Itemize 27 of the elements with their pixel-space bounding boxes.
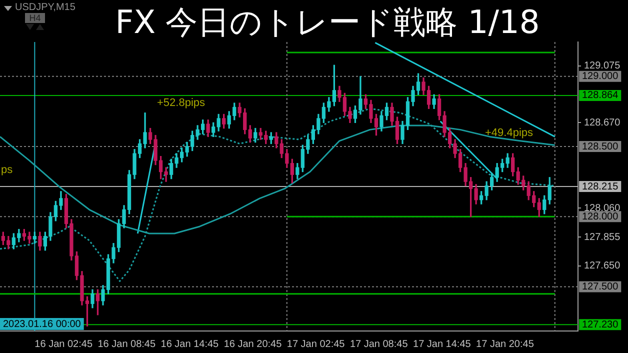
- chart-title: FX 今日のトレード戦略 1/18: [115, 3, 540, 41]
- ref-line-label: 128.000: [582, 211, 619, 222]
- x-tick-label: 17 Jan 14:45: [412, 338, 472, 350]
- ref-line-label: 128.215: [582, 181, 619, 192]
- x-tick-label: 17 Jan 20:45: [476, 338, 534, 350]
- y-tick-label: 128.670: [584, 117, 621, 128]
- ref-line-label: 2023.01.16 00:00: [3, 318, 82, 330]
- ref-line-label: 128.864: [582, 90, 619, 102]
- x-tick-label: 16 Jan 14:45: [160, 338, 220, 350]
- x-tick-label: 17 Jan 02:45: [286, 338, 346, 350]
- chart-subtitle: USDJPY,M15: [15, 2, 76, 13]
- x-tick-label: 16 Jan 20:45: [224, 338, 282, 350]
- annotation: +52.8pips: [157, 97, 206, 110]
- annotation: +49.4pips: [485, 127, 534, 140]
- y-tick-label: 127.855: [584, 232, 621, 243]
- ref-line-label: 127.500: [582, 282, 619, 293]
- x-tick-label: 17 Jan 08:45: [350, 338, 408, 350]
- annotation: ps: [1, 164, 14, 176]
- ref-line-label: 129.000: [582, 71, 619, 82]
- ref-line-label: 128.500: [582, 141, 619, 152]
- ref-line-label: 127.230: [582, 319, 619, 330]
- y-tick-label: 129.075: [584, 60, 621, 72]
- y-tick-label: 128.060: [584, 202, 621, 214]
- y-tick-label: 127.650: [584, 260, 621, 272]
- timeframe-button: H4: [25, 13, 45, 23]
- x-tick-label: 16 Jan 08:45: [98, 338, 156, 350]
- x-tick-label: 16 Jan 02:45: [34, 338, 93, 350]
